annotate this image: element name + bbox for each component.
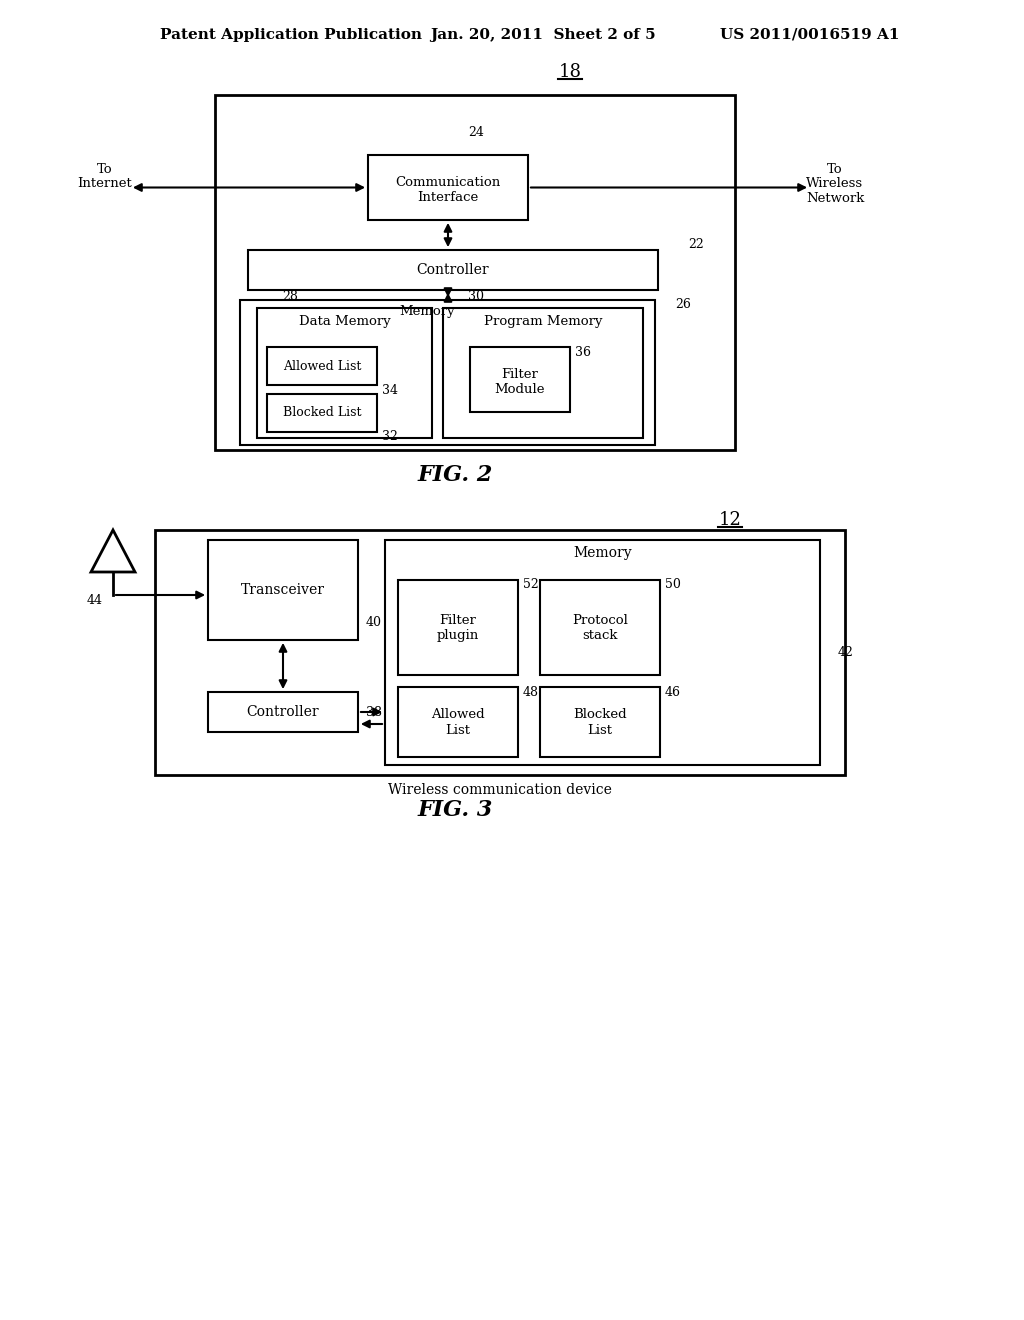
Text: Blocked List: Blocked List <box>283 407 361 420</box>
Text: 30: 30 <box>468 289 484 302</box>
Text: 38: 38 <box>366 705 382 718</box>
Text: 22: 22 <box>688 239 703 252</box>
Text: List: List <box>588 723 612 737</box>
Text: 24: 24 <box>468 127 484 140</box>
Text: Controller: Controller <box>247 705 319 719</box>
Text: plugin: plugin <box>437 630 479 642</box>
Text: Filter: Filter <box>439 614 476 627</box>
Text: Memory: Memory <box>573 546 632 560</box>
Text: 28: 28 <box>282 289 298 302</box>
Text: Jan. 20, 2011  Sheet 2 of 5: Jan. 20, 2011 Sheet 2 of 5 <box>430 28 655 42</box>
Text: Wireless communication device: Wireless communication device <box>388 783 612 797</box>
Text: 48: 48 <box>523 685 539 698</box>
Text: Transceiver: Transceiver <box>241 583 325 597</box>
Text: Allowed: Allowed <box>431 709 484 722</box>
Text: To: To <box>827 162 843 176</box>
Text: 34: 34 <box>382 384 398 396</box>
Text: 12: 12 <box>719 511 741 529</box>
Text: stack: stack <box>583 630 617 642</box>
Text: Communication: Communication <box>395 176 501 189</box>
Text: FIG. 2: FIG. 2 <box>418 465 493 486</box>
Text: Module: Module <box>495 383 545 396</box>
Text: 50: 50 <box>665 578 681 591</box>
Text: Network: Network <box>806 191 864 205</box>
Text: 42: 42 <box>838 645 854 659</box>
Text: Blocked: Blocked <box>573 709 627 722</box>
Text: Controller: Controller <box>417 263 489 277</box>
Text: 44: 44 <box>87 594 103 606</box>
Text: 46: 46 <box>665 685 681 698</box>
Text: Allowed List: Allowed List <box>283 359 361 372</box>
Text: Patent Application Publication: Patent Application Publication <box>160 28 422 42</box>
Text: List: List <box>445 723 470 737</box>
Text: Protocol: Protocol <box>572 614 628 627</box>
Text: 32: 32 <box>382 430 398 444</box>
Text: To: To <box>97 162 113 176</box>
Text: Wireless: Wireless <box>807 177 863 190</box>
Text: Internet: Internet <box>78 177 132 190</box>
Text: FIG. 3: FIG. 3 <box>418 799 493 821</box>
Text: Memory: Memory <box>399 305 456 318</box>
Text: US 2011/0016519 A1: US 2011/0016519 A1 <box>720 28 899 42</box>
Text: 26: 26 <box>675 298 691 312</box>
Text: 36: 36 <box>575 346 591 359</box>
Text: Data Memory: Data Memory <box>299 314 390 327</box>
Text: 18: 18 <box>558 63 582 81</box>
Text: Interface: Interface <box>418 191 478 205</box>
Text: 52: 52 <box>523 578 539 591</box>
Text: Program Memory: Program Memory <box>483 314 602 327</box>
Text: Filter: Filter <box>502 368 539 381</box>
Text: 40: 40 <box>366 615 382 628</box>
